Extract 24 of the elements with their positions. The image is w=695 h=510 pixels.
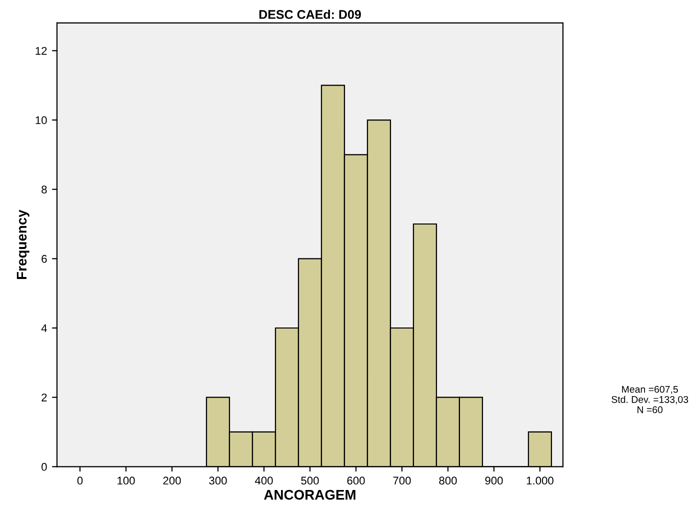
y-tick-label: 2 bbox=[42, 394, 47, 402]
text: N =60 bbox=[638, 406, 663, 414]
x-tick-label: 1.000 bbox=[526, 476, 554, 485]
x-tick-label: 600 bbox=[347, 476, 365, 485]
x-tick-label: 0 bbox=[77, 476, 83, 485]
x-tick-label: 800 bbox=[439, 476, 457, 485]
x-tick-label: 700 bbox=[393, 476, 411, 485]
x-axis-title: ANCORAGEM bbox=[264, 490, 356, 500]
y-tick-label: 4 bbox=[41, 324, 47, 332]
text: Std. Dev. =133,03 bbox=[612, 396, 688, 404]
x-tick-label: 500 bbox=[301, 476, 319, 485]
x-tick-label: 400 bbox=[254, 476, 273, 485]
y-tick-label: 10 bbox=[36, 116, 47, 124]
chart-title: DESC CAEd: D09 bbox=[259, 10, 361, 19]
y-tick-label: 6 bbox=[42, 254, 47, 263]
y-tick-label: 8 bbox=[42, 186, 47, 194]
y-tick-label: 12 bbox=[36, 46, 47, 55]
x-tick-label: 300 bbox=[209, 476, 227, 485]
y-tick-label: 0 bbox=[42, 462, 47, 471]
y-axis-title: Frequency bbox=[16, 210, 30, 279]
x-tick-label: 200 bbox=[163, 476, 181, 485]
x-tick-label: 900 bbox=[485, 476, 503, 485]
x-tick-label: 100 bbox=[118, 476, 135, 485]
text: Mean =607,5 bbox=[622, 386, 678, 394]
